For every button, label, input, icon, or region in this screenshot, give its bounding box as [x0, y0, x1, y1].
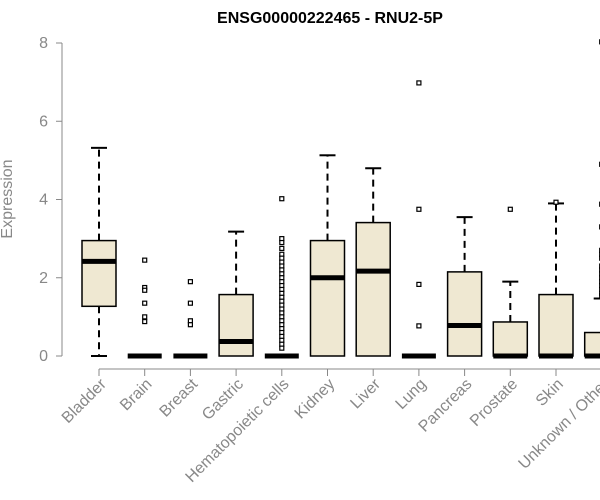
box-rect: [355, 221, 391, 357]
box-3: [218, 230, 254, 357]
box-9: [492, 206, 529, 359]
outlier-point: [279, 245, 285, 252]
box-4: [264, 196, 299, 359]
x-tick-label: Liver: [347, 375, 384, 412]
box-1: [127, 257, 162, 359]
box-rect: [538, 293, 574, 357]
box-8: [446, 216, 483, 357]
box-2: [173, 279, 208, 359]
y-tick-label: 0: [39, 348, 48, 365]
outlier-point: [553, 199, 559, 205]
outlier-point: [142, 300, 148, 306]
outlier-point: [416, 323, 422, 329]
y-axis-label: Expression: [0, 159, 16, 238]
box-6: [355, 167, 391, 357]
outlier-point: [279, 345, 285, 351]
y-tick-label: 4: [39, 192, 48, 209]
x-tick-label: Breast: [157, 375, 202, 420]
outlier-point: [142, 318, 148, 325]
x-tick-label: Brain: [117, 376, 155, 414]
outlier-point: [507, 206, 513, 212]
outlier-point: [187, 300, 193, 306]
box-rect: [583, 331, 600, 357]
outlier-point: [187, 322, 193, 328]
box-7: [401, 80, 436, 359]
x-tick-label: Bladder: [59, 375, 110, 426]
x-tick-label: Kidney: [292, 376, 339, 423]
outlier-point: [416, 80, 422, 86]
box-rect: [81, 239, 117, 308]
outlier-point: [142, 287, 148, 293]
y-tick-label: 8: [39, 35, 48, 52]
outlier-point: [279, 196, 285, 202]
outlier-point: [142, 257, 148, 263]
chart-title: ENSG00000222465 - RNU2-5P: [217, 10, 443, 27]
box-rect: [492, 321, 529, 357]
outlier-point: [279, 239, 285, 246]
box-rect: [218, 293, 254, 357]
y-tick-label: 6: [39, 113, 48, 130]
box-10: [538, 199, 574, 359]
x-tick-label: Prostate: [467, 376, 521, 430]
outlier-point: [416, 206, 422, 212]
outlier-point: [416, 281, 422, 288]
box-rect: [446, 271, 483, 357]
y-tick-label: 2: [39, 270, 48, 287]
box-rect: [309, 239, 346, 357]
x-tick-label: Skin: [533, 376, 567, 410]
box-5: [309, 154, 346, 357]
box-0: [81, 146, 117, 357]
outlier-point: [187, 279, 193, 285]
x-tick-label: Lung: [393, 376, 430, 413]
box-11: [583, 39, 600, 359]
outlier-point: [142, 314, 148, 320]
